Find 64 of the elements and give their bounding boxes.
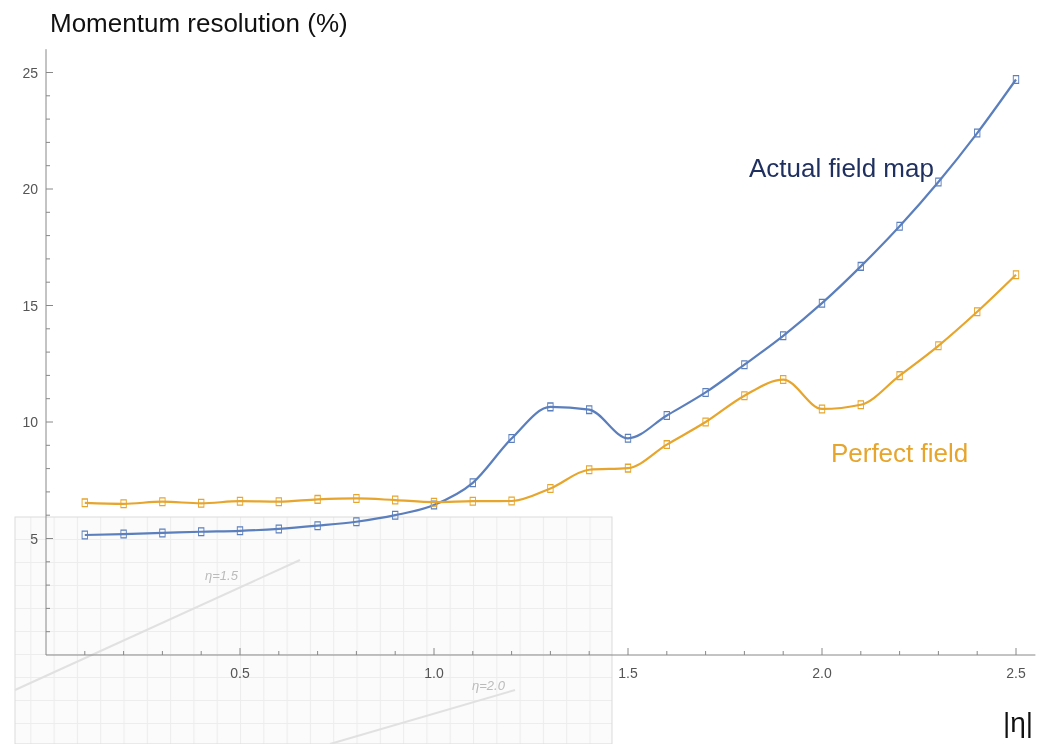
- point: [935, 177, 942, 187]
- x-tick-label: 0.5: [230, 665, 250, 681]
- series-label: Actual field map: [748, 153, 934, 184]
- point: [159, 497, 166, 507]
- point: [702, 417, 709, 427]
- point: [896, 221, 903, 231]
- point: [391, 510, 399, 520]
- point: [857, 261, 865, 271]
- point: [779, 331, 787, 341]
- y-tick-label: 10: [22, 414, 39, 430]
- text: η=2.0: [472, 678, 506, 693]
- y-tick-label: 5: [30, 530, 39, 547]
- point: [547, 483, 554, 493]
- point: [1012, 75, 1020, 84]
- point: [197, 498, 205, 508]
- point: [973, 128, 981, 138]
- point: [120, 499, 127, 509]
- point: [896, 371, 903, 381]
- point: [973, 307, 981, 317]
- point: [857, 400, 865, 410]
- point: [547, 402, 554, 412]
- point: [81, 530, 89, 540]
- point: [81, 498, 89, 508]
- y-tick-label: 20: [22, 181, 39, 197]
- point: [663, 411, 671, 420]
- point: [1012, 270, 1020, 280]
- point: [353, 494, 360, 503]
- point: [818, 298, 826, 308]
- x-tick-label: 2.5: [1006, 665, 1026, 681]
- point: [391, 495, 399, 505]
- annotation: η=1.5: [205, 568, 239, 583]
- point: [275, 524, 283, 534]
- y-tick-label: 15: [22, 297, 39, 314]
- point: [159, 528, 166, 538]
- point: [663, 440, 671, 450]
- point: [624, 433, 632, 443]
- point: [469, 496, 477, 506]
- point: [818, 404, 826, 414]
- y-axis-title: Momentum resolution (%): [50, 8, 348, 38]
- point: [779, 375, 787, 385]
- point: [469, 478, 477, 488]
- point: [275, 497, 283, 507]
- point: [508, 434, 515, 443]
- x-tick-label: 1.0: [424, 665, 444, 681]
- point: [353, 517, 360, 527]
- point: [585, 405, 593, 415]
- point: [197, 527, 205, 537]
- point: [120, 529, 127, 539]
- point: [624, 463, 632, 473]
- point: [741, 360, 748, 370]
- x-tick-label: 2.0: [812, 665, 832, 681]
- x-axis-title: |η|: [1002, 707, 1034, 738]
- point: [935, 341, 942, 351]
- point: [585, 465, 593, 475]
- point: [508, 496, 515, 506]
- point: [236, 526, 244, 536]
- point: [314, 521, 321, 531]
- point: [702, 387, 709, 397]
- y-tick-label: 25: [22, 64, 39, 81]
- x-tick-label: 1.5: [618, 665, 638, 681]
- point: [741, 391, 748, 401]
- series-label: Perfect field: [830, 437, 969, 468]
- point: [314, 494, 321, 504]
- point: [236, 496, 244, 506]
